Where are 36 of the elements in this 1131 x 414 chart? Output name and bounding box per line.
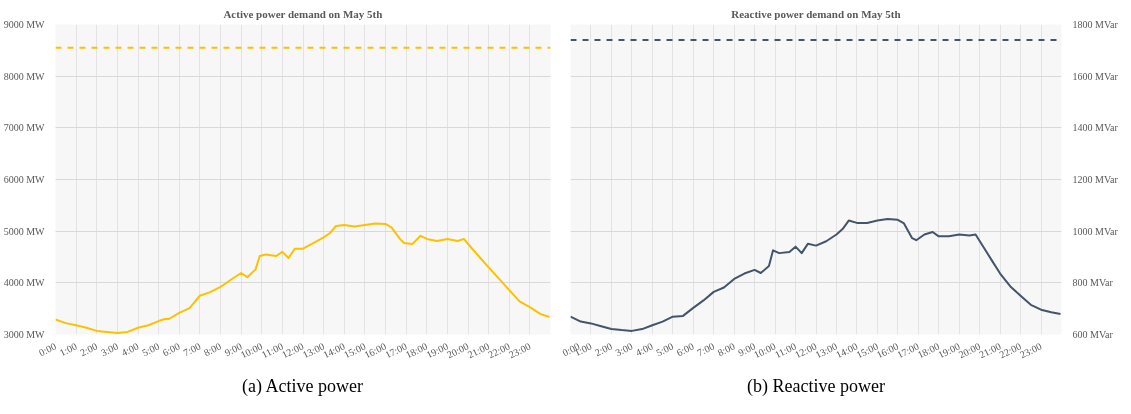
y-tick-label: 4000 MW	[3, 277, 46, 289]
line-series	[55, 222, 551, 334]
x-tick-label: 8:00	[202, 340, 223, 359]
y2-tick-label: 1200 MVar	[1072, 174, 1119, 185]
y-tick-label: 9000 MW	[3, 19, 46, 30]
y2-tick-label: 1600 MVar	[1072, 70, 1119, 82]
y-tick-label: 8000 MW	[3, 70, 46, 82]
x-tick-label: 2:00	[593, 340, 614, 359]
x-tick-label: 0:00	[37, 340, 58, 359]
y2-tick-label: 1000 MVar	[1072, 225, 1119, 237]
y-tick-label: 6000 MW	[3, 174, 46, 185]
text: (a) Active power	[242, 375, 363, 397]
x-tick-label: 8:00	[715, 340, 737, 359]
x-tick-label: 5:00	[140, 340, 162, 359]
x-tick-label: 7:00	[695, 340, 717, 359]
x-tick-label: 3:00	[613, 340, 635, 359]
y-tick-label: 7000 MW	[3, 122, 46, 134]
chart-title: Active power demand on May 5th	[223, 7, 383, 20]
chart-title: Reactive power demand on May 5th	[731, 7, 901, 20]
y2-tick-label: 600 MVar	[1072, 329, 1114, 340]
y-tick-label: 3000 MW	[3, 329, 46, 340]
x-tick-label: 3:00	[98, 340, 120, 359]
y2-tick-label: 800 MVar	[1072, 277, 1114, 289]
x-tick-label: 6:00	[674, 340, 696, 359]
y-tick-label: 5000 MW	[3, 225, 46, 237]
line-series	[570, 218, 1062, 332]
text: (b) Reactive power	[747, 375, 885, 397]
x-tick-label: 6:00	[160, 340, 182, 359]
x-tick-label: 2:00	[78, 340, 100, 359]
y2-tick-label: 1800 MVar	[1072, 19, 1119, 30]
x-tick-label: 4:00	[119, 340, 141, 359]
x-tick-label: 7:00	[181, 340, 203, 359]
x-tick-label: 4:00	[633, 340, 655, 359]
x-tick-label: 1:00	[57, 340, 79, 359]
y2-tick-label: 1400 MVar	[1072, 122, 1119, 134]
x-tick-label: 5:00	[654, 340, 676, 359]
